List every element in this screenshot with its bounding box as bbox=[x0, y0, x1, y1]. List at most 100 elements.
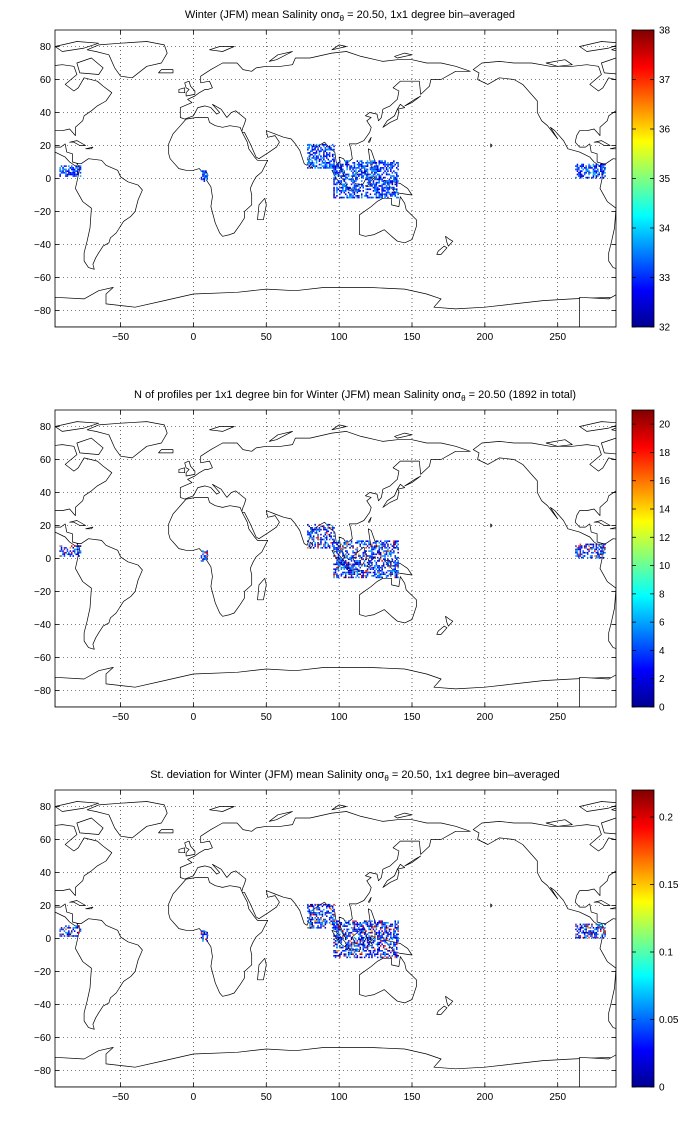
data-cell bbox=[394, 923, 396, 926]
data-cell bbox=[363, 555, 366, 557]
data-cell bbox=[339, 565, 341, 567]
data-cell bbox=[71, 167, 73, 169]
data-cell bbox=[397, 547, 399, 549]
data-cell bbox=[324, 542, 327, 544]
data-cell bbox=[326, 542, 328, 544]
data-cell bbox=[358, 188, 360, 191]
data-cell bbox=[333, 918, 335, 921]
data-cell bbox=[308, 543, 310, 546]
data-cell bbox=[594, 171, 596, 174]
data-cell bbox=[385, 935, 388, 937]
data-cell bbox=[600, 547, 602, 549]
data-cell bbox=[345, 566, 347, 569]
data-cell bbox=[359, 560, 361, 562]
data-cell bbox=[381, 560, 383, 562]
data-cell bbox=[363, 550, 366, 552]
data-cell bbox=[314, 542, 316, 544]
data-cell bbox=[369, 561, 372, 564]
data-cell bbox=[362, 928, 364, 931]
data-cell bbox=[349, 570, 351, 572]
data-cell bbox=[588, 171, 590, 174]
data-cell bbox=[349, 168, 351, 171]
data-cell bbox=[346, 183, 348, 186]
data-cell bbox=[359, 931, 361, 934]
data-cell bbox=[369, 928, 372, 931]
data-cell bbox=[323, 538, 325, 541]
data-cell bbox=[381, 555, 383, 557]
data-cell bbox=[381, 933, 383, 936]
data-cell bbox=[73, 935, 76, 937]
data-cell bbox=[343, 185, 345, 187]
data-cell bbox=[396, 563, 398, 566]
data-cell bbox=[387, 543, 389, 546]
colorbar-tick-label: 16 bbox=[659, 476, 671, 487]
data-cell bbox=[350, 568, 353, 570]
data-cell bbox=[347, 178, 350, 181]
data-cell bbox=[315, 158, 318, 161]
data-cell bbox=[202, 938, 204, 941]
data-cell bbox=[321, 923, 324, 926]
data-cell bbox=[585, 545, 587, 547]
data-cell bbox=[337, 935, 340, 937]
data-cell bbox=[358, 165, 360, 167]
data-cell bbox=[366, 545, 369, 547]
data-cell bbox=[78, 165, 80, 167]
data-cell bbox=[359, 948, 361, 950]
panel-std: St. deviation for Winter (JFM) mean Sali… bbox=[34, 769, 679, 1103]
data-cell bbox=[595, 171, 598, 174]
data-cell bbox=[69, 931, 72, 934]
data-cell bbox=[384, 555, 386, 557]
coastline-ellesmere bbox=[579, 421, 616, 432]
data-cell bbox=[382, 931, 385, 934]
data-cell bbox=[202, 550, 204, 552]
data-cell bbox=[382, 573, 385, 575]
data-cell bbox=[377, 181, 379, 184]
data-cell bbox=[76, 545, 79, 547]
data-cell bbox=[340, 176, 343, 179]
data-cell bbox=[333, 178, 335, 181]
coastline-cuba bbox=[69, 900, 86, 906]
data-cell bbox=[72, 928, 74, 931]
data-cell bbox=[368, 542, 370, 544]
data-cell bbox=[339, 936, 341, 939]
data-cell bbox=[337, 576, 340, 579]
data-cell bbox=[379, 540, 382, 542]
data-cell bbox=[65, 547, 67, 549]
data-cell bbox=[368, 561, 370, 564]
data-cell bbox=[384, 196, 386, 199]
data-cell bbox=[331, 920, 334, 922]
data-cell bbox=[328, 147, 331, 149]
data-cell bbox=[327, 147, 329, 149]
data-cell bbox=[368, 953, 370, 955]
data-cell bbox=[331, 143, 334, 146]
data-cell bbox=[372, 196, 375, 199]
data-cell bbox=[362, 950, 364, 952]
data-cell bbox=[393, 565, 395, 567]
data-cell bbox=[362, 925, 364, 927]
data-cell bbox=[369, 923, 372, 926]
data-cell bbox=[381, 565, 383, 567]
data-cell bbox=[356, 163, 359, 166]
data-cell bbox=[594, 170, 596, 172]
data-cell bbox=[339, 938, 341, 941]
data-cell bbox=[581, 927, 583, 929]
data-cell bbox=[336, 165, 338, 167]
data-cell bbox=[326, 145, 328, 148]
data-cell bbox=[315, 155, 318, 158]
data-cell bbox=[356, 561, 359, 564]
coastline-svalbard bbox=[209, 426, 235, 432]
data-cell bbox=[371, 568, 373, 570]
data-cell bbox=[375, 540, 378, 542]
data-cell bbox=[366, 540, 369, 542]
data-cell bbox=[317, 907, 319, 909]
data-cell bbox=[368, 925, 370, 927]
data-cell bbox=[352, 547, 354, 549]
data-cell bbox=[396, 953, 398, 955]
data-cell bbox=[379, 543, 382, 546]
data-cell bbox=[336, 550, 338, 552]
data-cell bbox=[368, 943, 370, 946]
data-cell bbox=[381, 191, 383, 194]
data-cell bbox=[591, 930, 593, 932]
data-cell bbox=[308, 922, 310, 924]
data-cell bbox=[76, 925, 79, 927]
